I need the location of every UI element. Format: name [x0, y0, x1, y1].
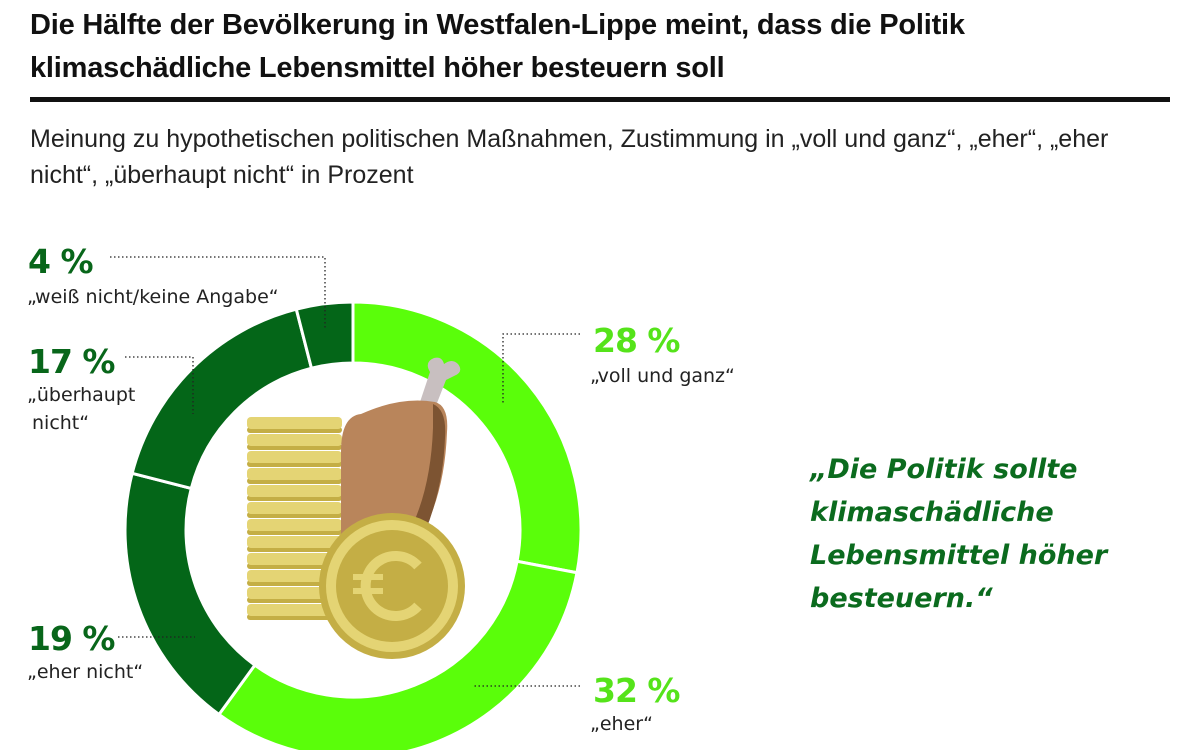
coin-stack-icon: [247, 417, 342, 620]
chart-title: Die Hälfte der Bevölkerung in Westfalen-…: [30, 9, 965, 84]
title-divider: [30, 97, 1170, 102]
chart-subtitle: Meinung zu hypothetischen politischen Ma…: [30, 125, 1109, 189]
slice-label-eher: „eher“: [590, 713, 653, 735]
slice-label-ueberhaupt-nicht-line1: „überhaupt: [27, 384, 136, 406]
slice-value-eher-nicht: 19 %: [28, 619, 115, 658]
leader-line-ueberhaupt_nicht: [125, 356, 194, 414]
leader-line-voll: [502, 333, 580, 403]
slice-label-voll: „voll und ganz“: [590, 365, 735, 387]
slice-label-ueberhaupt-nicht-line2: nicht“: [32, 412, 90, 434]
slice-value-eher: 32 %: [593, 671, 680, 710]
center-illustration: [247, 357, 465, 659]
pull-quote: „Die Politik sollte klimaschädliche Lebe…: [810, 454, 1108, 614]
slice-label-weiss-nicht: „weiß nicht/keine Angabe“: [27, 286, 279, 308]
slice-label-eher-nicht: „eher nicht“: [27, 661, 144, 683]
leader-lines: [110, 256, 580, 687]
donut-slice-eher_nicht: [123, 471, 257, 717]
slice-value-ueberhaupt-nicht: 17 %: [28, 342, 115, 381]
donut-slice-weiss_nicht: [294, 300, 355, 371]
donut-slices: [123, 300, 583, 750]
chicken-leg-icon: [341, 357, 461, 550]
slice-value-weiss-nicht: 4 %: [28, 242, 94, 281]
slice-value-voll: 28 %: [593, 321, 680, 360]
euro-coin-icon: [319, 513, 465, 659]
donut-slice-eher: [216, 559, 579, 750]
